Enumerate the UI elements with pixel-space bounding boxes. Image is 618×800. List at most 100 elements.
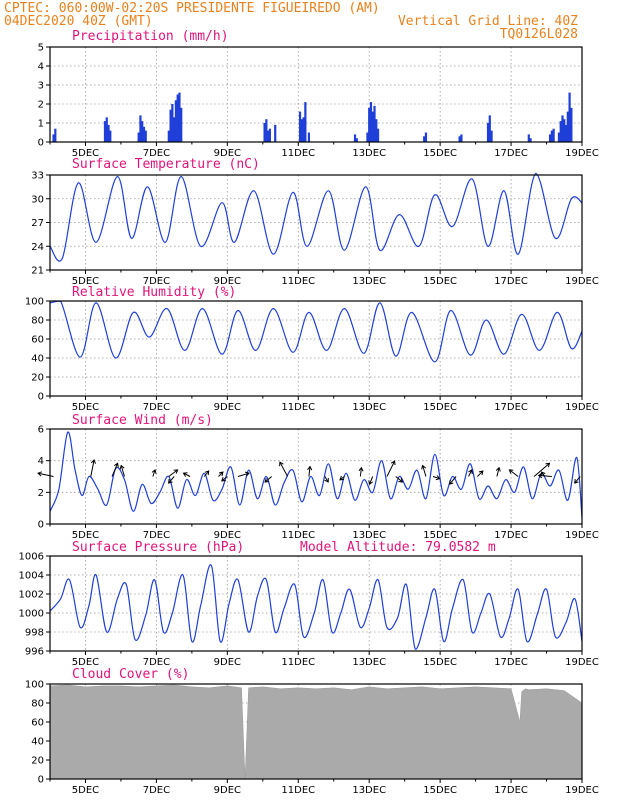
precipitation-bar (568, 92, 571, 142)
humidity-ytick-label: 60 (31, 335, 44, 346)
precipitation-ytick-label: 2 (38, 100, 44, 111)
precipitation-ytick-label: 3 (38, 81, 44, 92)
wind-wind-vector (237, 472, 250, 477)
precipitation-bar (353, 134, 357, 142)
cloud-cover-ytick-label: 40 (31, 737, 44, 748)
wind-wind-vector-head (279, 461, 284, 467)
wind-xtick-label: 9DEC (214, 530, 241, 541)
wind-xtick-label: 17DEC (494, 530, 528, 541)
wind-wind-vector (279, 461, 289, 477)
wind-wind-vector-head (173, 469, 179, 474)
precipitation-xtick-label: 15DEC (423, 148, 457, 159)
wind-wind-vector-head (244, 471, 250, 477)
wind-wind-vector (432, 476, 440, 480)
pressure-ytick-label: 998 (25, 628, 44, 639)
precipitation-bar (490, 130, 493, 142)
wind-wind-vector (324, 476, 329, 483)
precipitation-xtick-label: 11DEC (281, 148, 315, 159)
precipitation-bar (563, 119, 566, 142)
precipitation-bar (561, 115, 564, 142)
wind-wind-vector (468, 469, 473, 477)
header-location: CPTEC: 060:00W-02:20S PRESIDENTE FIGUEIR… (4, 1, 380, 16)
pressure-xtick-label: 11DEC (281, 657, 315, 668)
precipitation-bar (369, 102, 373, 142)
pressure-ytick-label: 996 (25, 647, 44, 658)
cloud-cover-area (49, 684, 583, 780)
wind-wind-vector (168, 469, 178, 477)
precipitation-bar (302, 117, 305, 142)
precipitation-bar (373, 105, 376, 142)
precipitation-bar (557, 132, 561, 142)
pressure-xtick-label: 13DEC (352, 657, 386, 668)
pressure-ytick-label: 1004 (19, 571, 44, 582)
temperature-title: Surface Temperature (nC) (72, 157, 260, 172)
precipitation-bar (552, 128, 555, 142)
wind-wind-vector (183, 472, 191, 477)
wind-xtick-label: 15DEC (423, 530, 457, 541)
wind-title: Surface Wind (m/s) (72, 413, 213, 428)
cloud-cover-ytick-label: 100 (25, 680, 44, 691)
wind-wind-vector (395, 476, 403, 483)
precipitation-bar (142, 126, 146, 142)
precipitation-bar (304, 102, 307, 142)
temperature-xtick-label: 5DEC (72, 276, 99, 287)
pressure-series-line (49, 564, 583, 650)
precipitation-xtick-label: 5DEC (72, 148, 99, 159)
wind-wind-vector (574, 476, 581, 484)
wind-wind-vector-head (37, 471, 43, 477)
precipitation-xtick-label: 7DEC (143, 148, 170, 159)
precipitation-bar (137, 132, 140, 142)
wind-wind-vector-head (468, 469, 473, 474)
temperature-series-line (49, 172, 583, 262)
wind-wind-vector-head (90, 459, 96, 464)
humidity-ytick-label: 20 (31, 373, 44, 384)
precipitation-bar (103, 121, 107, 142)
pressure-frame (49, 555, 583, 652)
panel-relative-humidity: Relative Humidity (%) 0 20 40 60 80 100 5DEC 7D… (25, 285, 599, 413)
precipitation-frame (49, 46, 583, 143)
wind-wind-vector-head (264, 478, 270, 483)
precipitation-bar (488, 115, 491, 142)
header-model-code: TQ0126L028 (500, 27, 578, 42)
panel-cloud-cover: Cloud Cover (%) 0 20 40 60 80 100 5DEC 7DEC 9DEC… (25, 667, 599, 796)
precipitation-bar (566, 111, 569, 142)
precipitation-bar (265, 119, 268, 142)
precipitation-bar (424, 132, 428, 142)
temperature-xtick-label: 11DEC (281, 276, 315, 287)
wind-wind-vector (221, 476, 228, 482)
wind-wind-vector (120, 465, 125, 477)
wind-wind-vector (496, 467, 500, 477)
panel-precipitation: Precipitation (mm/h) 0 1 2 3 4 5 5DEC 7DEC 9DEC 1… (38, 29, 599, 159)
wind-wind-vector (38, 472, 54, 477)
wind-wind-vector (264, 476, 272, 483)
wind-wind-vector-head (218, 471, 224, 477)
precipitation-bar (548, 134, 552, 142)
precipitation-bar (298, 111, 302, 142)
cloud-cover-xtick-label: 15DEC (423, 785, 457, 796)
precipitation-xtick-label: 17DEC (494, 148, 528, 159)
wind-wind-vector (152, 469, 156, 477)
humidity-xtick-label: 11DEC (281, 402, 315, 413)
cloud-cover-xtick-label: 11DEC (281, 785, 315, 796)
temperature-xtick-label: 7DEC (143, 276, 170, 287)
panel-surface-temperature: Surface Temperature (nC) 21 24 27 30 33 5DEC 7… (31, 157, 599, 287)
humidity-ytick-label: 100 (25, 297, 44, 308)
pressure-title: Surface Pressure (hPa) (72, 540, 244, 555)
pressure-xtick-label: 7DEC (143, 657, 170, 668)
wind-xtick-label: 19DEC (565, 530, 599, 541)
humidity-xtick-label: 5DEC (72, 402, 99, 413)
wind-wind-vector (168, 476, 175, 484)
cloud-cover-ytick-label: 80 (31, 699, 44, 710)
wind-wind-vector-head (168, 479, 173, 484)
precipitation-ytick-label: 4 (38, 62, 44, 73)
precipitation-bar (178, 92, 181, 142)
precipitation-bar (423, 136, 426, 142)
precipitation-bar (274, 124, 277, 142)
precipitation-bar (458, 136, 461, 142)
wind-xtick-label: 5DEC (72, 530, 99, 541)
cloud-cover-xtick-label: 19DEC (565, 785, 599, 796)
wind-wind-vector-head (448, 480, 454, 485)
wind-wind-vector-head (390, 460, 396, 466)
wind-wind-vector-head (358, 466, 364, 472)
